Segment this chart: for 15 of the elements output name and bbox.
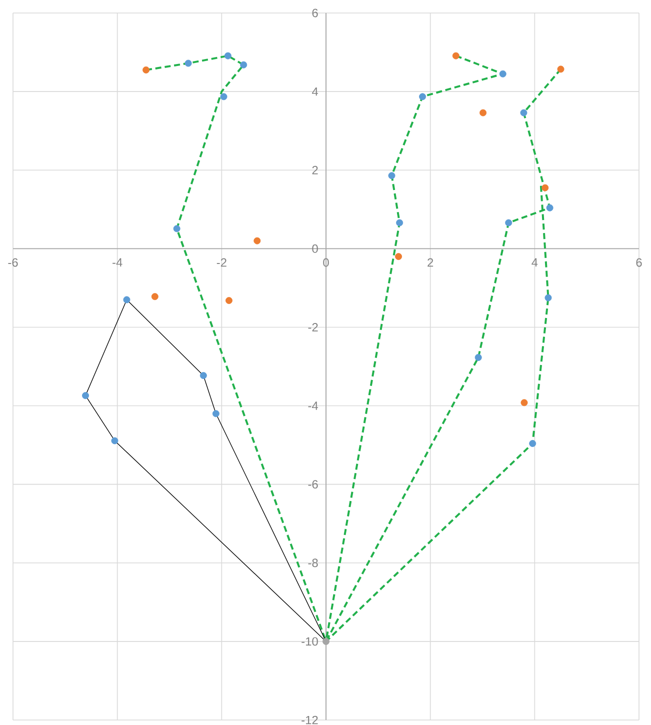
y-tick-label: -2: [308, 323, 318, 332]
x-tick-label: 4: [532, 258, 538, 267]
y-tick-label: -10: [302, 637, 318, 646]
y-tick-label: 4: [312, 87, 318, 96]
x-tick-label: -4: [112, 258, 122, 267]
x-tick-label: -6: [8, 258, 18, 267]
x-tick-label: 6: [636, 258, 642, 267]
y-tick-label: 6: [312, 8, 318, 18]
y-tick-label: -6: [308, 480, 318, 489]
x-tick-label: 2: [428, 258, 434, 267]
x-tick-label: -2: [216, 258, 226, 267]
y-tick-label: -8: [308, 558, 318, 568]
y-tick-label: -4: [308, 402, 318, 410]
y-tick-label: -12: [302, 716, 318, 724]
y-tick-label: 2: [312, 166, 318, 174]
